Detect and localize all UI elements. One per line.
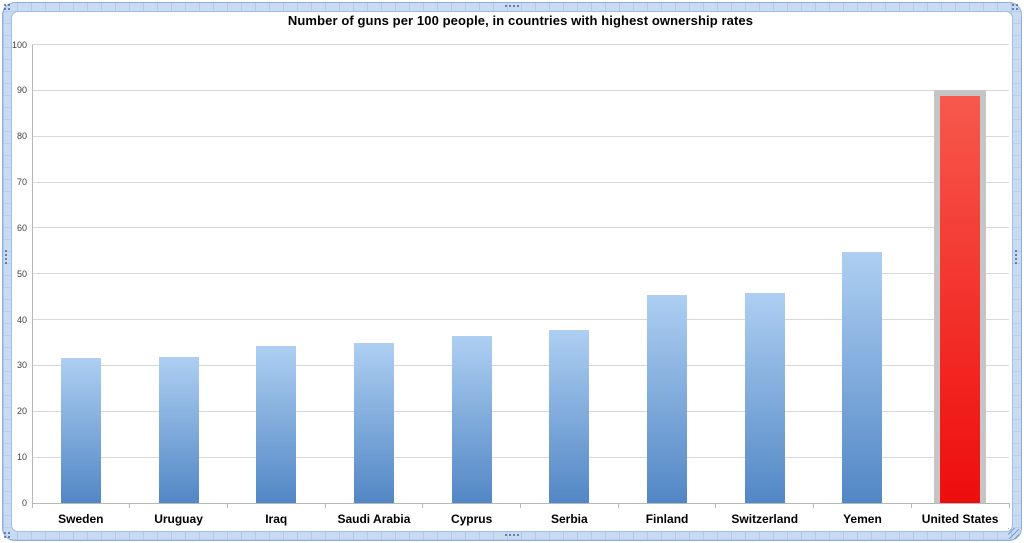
gridline xyxy=(32,89,1009,91)
y-axis-line xyxy=(31,44,33,508)
bar-cyprus[interactable] xyxy=(451,336,492,503)
gridline xyxy=(32,227,1009,229)
category-label-united-states: United States xyxy=(921,512,999,526)
x-axis-tick xyxy=(813,503,815,508)
x-axis-tick xyxy=(1008,503,1010,508)
y-axis-tick-label: 0 xyxy=(21,498,27,508)
category-label-yemen: Yemen xyxy=(843,512,882,526)
gridline xyxy=(32,135,1009,137)
y-axis-tick-label: 20 xyxy=(16,406,27,417)
gridline xyxy=(32,319,1009,321)
resize-grip-bottom-right-icon[interactable] xyxy=(1008,528,1019,539)
y-axis-tick-label: 60 xyxy=(16,222,27,233)
y-axis-tick-label: 80 xyxy=(16,131,27,142)
bar-united-states[interactable] xyxy=(940,95,981,503)
gridline xyxy=(32,456,1009,458)
gridline xyxy=(32,364,1009,366)
x-axis-tick xyxy=(520,503,521,508)
y-axis-tick-label: 100 xyxy=(11,39,27,50)
category-label-serbia: Serbia xyxy=(551,512,588,526)
x-axis-tick xyxy=(910,503,912,508)
category-label-cyprus: Cyprus xyxy=(450,512,493,526)
x-axis-tick xyxy=(617,503,619,508)
category-label-iraq: Iraq xyxy=(265,512,288,526)
category-label-finland: Finland xyxy=(645,512,689,526)
y-axis-tick-label: 40 xyxy=(16,314,27,325)
bar-serbia[interactable] xyxy=(549,329,590,503)
y-axis-tick-label: 10 xyxy=(16,452,27,463)
x-axis-tick xyxy=(422,503,424,508)
x-axis-tick xyxy=(31,503,33,508)
x-axis-tick xyxy=(226,503,228,508)
category-label-sweden: Sweden xyxy=(58,512,104,526)
y-axis-tick-label: 30 xyxy=(16,360,27,371)
x-axis-tick xyxy=(324,503,326,508)
bar-finland[interactable] xyxy=(647,295,688,503)
category-label-switzerland: Switzerland xyxy=(731,512,799,526)
gridline xyxy=(32,44,1009,45)
gridline xyxy=(32,273,1009,275)
gridline xyxy=(32,410,1009,412)
chart-title[interactable]: Number of guns per 100 people, in countr… xyxy=(287,13,754,28)
gridline xyxy=(32,181,1009,183)
x-axis-tick xyxy=(129,503,131,508)
bar-iraq[interactable] xyxy=(256,346,297,503)
y-axis-tick-label: 70 xyxy=(16,177,27,188)
bar-yemen[interactable] xyxy=(842,251,883,503)
y-axis-tick-label: 50 xyxy=(16,268,27,279)
y-axis-tick-label: 90 xyxy=(16,85,27,96)
x-axis-tick xyxy=(715,503,717,508)
category-label-uruguay: Uruguay xyxy=(154,512,203,526)
bar-sweden[interactable] xyxy=(60,358,101,503)
category-label-saudi-arabia: Saudi Arabia xyxy=(337,512,411,526)
bar-saudi-arabia[interactable] xyxy=(353,342,394,503)
bar-switzerland[interactable] xyxy=(744,293,785,503)
bar-uruguay[interactable] xyxy=(158,357,199,503)
